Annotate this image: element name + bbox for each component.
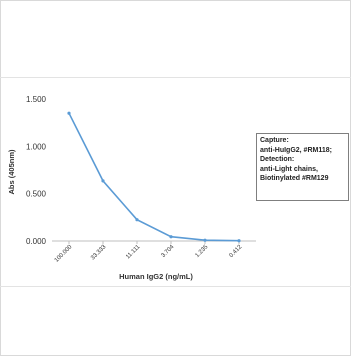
x-tick-label: 3.704	[161, 244, 176, 259]
y-tick-label: 1.000	[26, 142, 47, 151]
y-tick-label: 0.000	[26, 237, 47, 246]
x-tick-label: 33.333	[90, 244, 108, 262]
data-point	[203, 238, 207, 242]
y-tick-label: 1.500	[26, 95, 47, 104]
x-tick-label: 100.000	[54, 244, 74, 264]
series-line	[68, 112, 240, 242]
annotation-line: Biotinylated #RM129	[260, 175, 329, 182]
y-axis-title: Abs (405nm)	[7, 149, 16, 195]
x-tick-label: 0.412	[229, 244, 244, 259]
annotation-box: Capture: anti-HuIgG2, #RM118; Detection:…	[256, 133, 349, 201]
x-tick-label: 11.111	[125, 244, 142, 261]
data-point	[135, 218, 139, 222]
annotation-line: anti-Light chains,	[260, 165, 318, 173]
data-point	[101, 179, 105, 183]
data-point	[169, 235, 173, 239]
bottom-divider	[0, 286, 351, 287]
x-tick-label: 1.235	[195, 244, 210, 259]
data-point	[237, 239, 241, 243]
annotation-line: Detection:	[260, 156, 295, 163]
annotation-line: Capture:	[260, 137, 289, 144]
top-divider	[0, 77, 351, 78]
x-axis-title: Human IgG2 (ng/mL)	[119, 272, 193, 281]
annotation-line: anti-HuIgG2, #RM118;	[260, 146, 332, 154]
y-tick-label: 0.500	[26, 190, 47, 199]
data-point	[67, 111, 71, 115]
